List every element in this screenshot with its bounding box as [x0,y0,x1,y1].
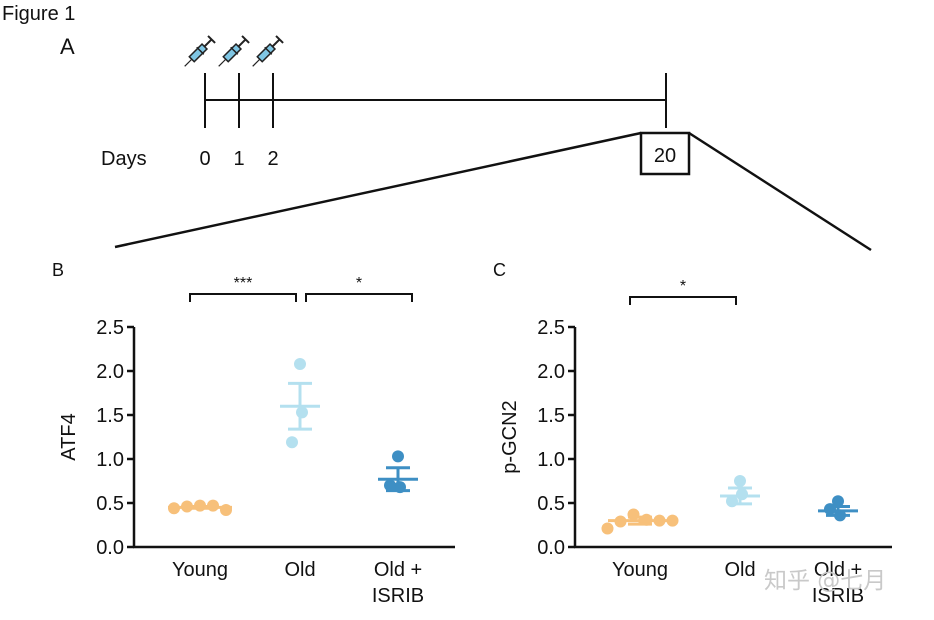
zoom-line-right [688,131,872,252]
y-tick-label: 2.5 [96,317,124,339]
data-point [601,522,614,535]
day-tick-label: 2 [267,148,278,170]
y-tick-label: 1.5 [537,405,565,427]
x-category-label: Old + [814,559,862,581]
y-tick-label: 0.0 [96,537,124,559]
significance-label: * [356,275,362,292]
panel-c-pgcn2-chart: C 0.0 0.5 1.0 1.5 2.0 2.5 p-GCN2 Young Old Old + IS… [493,260,892,607]
watermark: 知乎 @七月 [764,568,886,594]
y-tick-label: 2.0 [537,361,565,383]
y-tick-label: 0.0 [537,537,565,559]
day-tick-label: 1 [233,148,244,170]
panel-label: B [52,260,64,280]
significance-bracket [189,293,297,302]
zoom-line-left [114,131,642,249]
syringe-icon [218,35,250,67]
figure-title: Figure 1 [2,3,75,25]
x-category-label: Young [172,559,228,581]
significance-label: *** [234,275,253,292]
data-point [832,495,844,508]
y-axis-title: p-GCN2 [499,400,521,473]
x-category-label: ISRIB [372,585,424,607]
x-category-label: ISRIB [812,585,864,607]
panel-a-label: A [60,34,75,59]
panel-a-timeline: A Days 0 1 2 [60,34,872,252]
data-point [384,479,396,492]
x-category-label: Old + [374,559,422,581]
end-day-label: 20 [654,145,676,167]
significance-label: * [680,278,686,295]
significance-bracket [305,293,413,302]
days-label: Days [101,148,147,170]
y-tick-label: 0.5 [537,493,565,515]
syringe-icon [184,35,216,67]
x-category-label: Old [724,559,755,581]
y-tick-label: 1.0 [537,449,565,471]
syringe-icon [252,35,284,67]
x-category-label: Young [612,559,668,581]
data-point [627,508,640,521]
data-point [392,450,404,463]
y-tick-label: 1.5 [96,405,124,427]
data-point [666,514,679,527]
data-point [220,504,232,517]
y-tick-label: 2.0 [96,361,124,383]
y-tick-label: 2.5 [537,317,565,339]
end-day-box [639,131,691,176]
y-tick-label: 0.5 [96,493,124,515]
data-point [294,357,306,370]
y-axis-title: ATF4 [58,413,80,460]
data-point [734,475,746,487]
significance-bracket [629,296,737,305]
data-point [286,436,298,449]
day-tick-label: 0 [199,148,210,170]
data-point [736,488,748,501]
data-point [824,503,836,516]
panel-b-atf4-chart: B 0.0 0.5 1.0 1.5 2.0 2.5 ATF4 Young Old Old + ISRI… [52,260,455,607]
data-point [296,406,308,419]
x-category-label: Old [284,559,315,581]
panel-label: C [493,260,506,280]
y-tick-label: 1.0 [96,449,124,471]
